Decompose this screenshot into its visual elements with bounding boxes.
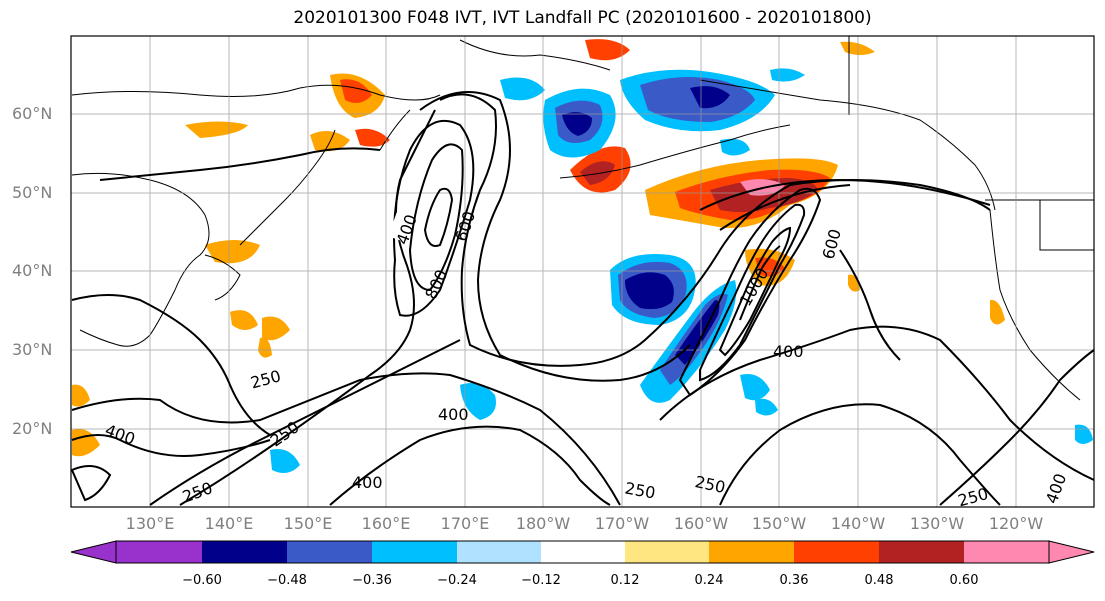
colorbar <box>71 541 1094 563</box>
colorbar-swatch <box>964 541 1049 563</box>
colorbar-max-arrow <box>1049 541 1094 563</box>
colorbar-swatch <box>116 541 202 563</box>
colorbar-swatch <box>709 541 794 563</box>
colorbar-tick-label: −0.36 <box>352 573 392 588</box>
contour-label: 400 <box>352 473 383 492</box>
lat-label: 30°N <box>12 340 52 359</box>
lat-label: 50°N <box>12 183 52 202</box>
lon-label: 150°E <box>284 514 333 533</box>
colorbar-tick-label: 0.36 <box>780 573 809 588</box>
lon-label: 130°E <box>126 514 175 533</box>
colorbar-swatch <box>287 541 372 563</box>
colorbar-swatch <box>625 541 709 563</box>
colorbar-tick-label: 0.48 <box>865 573 894 588</box>
colorbar-swatch <box>457 541 541 563</box>
colorbar-tick-label: 0.12 <box>611 573 640 588</box>
colorbar-swatch <box>372 541 457 563</box>
colorbar-swatch <box>794 541 879 563</box>
lon-label: 180°W <box>516 514 570 533</box>
colorbar-tick-label: −0.24 <box>437 573 477 588</box>
colorbar-tick-label: −0.48 <box>267 573 307 588</box>
lon-label: 150°W <box>752 514 806 533</box>
colorbar-min-arrow <box>71 541 116 563</box>
lat-label: 40°N <box>12 261 52 280</box>
contour-label: 400 <box>773 342 804 361</box>
lon-label: 140°W <box>831 514 885 533</box>
colorbar-swatch <box>879 541 964 563</box>
lon-label: 120°W <box>989 514 1043 533</box>
lon-label: 170°E <box>441 514 490 533</box>
lat-label: 20°N <box>12 419 52 438</box>
colorbar-swatch <box>541 541 625 563</box>
lon-label: 130°W <box>910 514 964 533</box>
lat-label: 60°N <box>12 104 52 123</box>
lon-label: 170°W <box>595 514 649 533</box>
map-canvas: 400 600 800 1000 600 400 250 250 400 400… <box>0 0 1105 601</box>
lon-label: 160°E <box>362 514 411 533</box>
colorbar-tick-label: 0.24 <box>695 573 724 588</box>
colorbar-tick-label: −0.60 <box>182 573 222 588</box>
colorbar-tick-label: 0.60 <box>950 573 979 588</box>
lon-label: 140°E <box>205 514 254 533</box>
lon-label: 160°W <box>674 514 728 533</box>
colorbar-swatch <box>202 541 287 563</box>
contour-label: 400 <box>438 405 469 424</box>
colorbar-tick-label: −0.12 <box>521 573 561 588</box>
